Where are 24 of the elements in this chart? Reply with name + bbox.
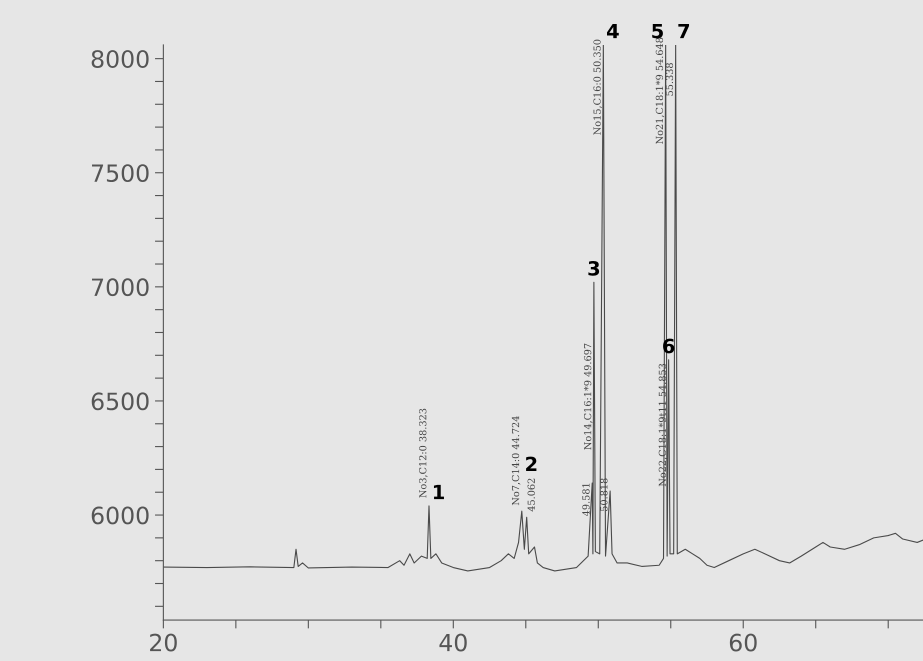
x-tick-label: 20 (150, 634, 177, 652)
annotation: 2 (526, 456, 536, 472)
x-tick-label: 40 (439, 634, 467, 652)
annotation: 4 (607, 24, 619, 38)
annotation: 7 (678, 24, 690, 38)
y-tick-label: 8000 (92, 50, 149, 68)
annotation: No15,C16:0 50.350 (593, 40, 602, 135)
annotation: No22,C18:1*9t11 54.853 (658, 364, 668, 486)
annotation: No21,C18:1*9 54.648 (656, 38, 664, 144)
y-tick-label: 6500 (92, 392, 149, 410)
y-tick-label: 7000 (92, 278, 149, 296)
y-tick-label: 7500 (92, 164, 149, 182)
annotation: 45.062 (528, 478, 535, 512)
annotation: 1 (434, 484, 444, 500)
annotation: 49.581 (582, 484, 590, 516)
annotation: 5 (652, 24, 663, 38)
y-tick-label: 6000 (92, 506, 149, 524)
annotation: 50.818 (600, 478, 608, 511)
x-tick-label: 60 (730, 634, 757, 652)
annotation: No14,C16:1*9 49.697 (584, 344, 592, 450)
annotation: No3,C12:0 38.323 (419, 408, 428, 498)
annotation: 55.338 (666, 63, 674, 96)
annotation: No7,C14:0 44.724 (512, 416, 520, 506)
annotation: 3 (588, 261, 600, 276)
